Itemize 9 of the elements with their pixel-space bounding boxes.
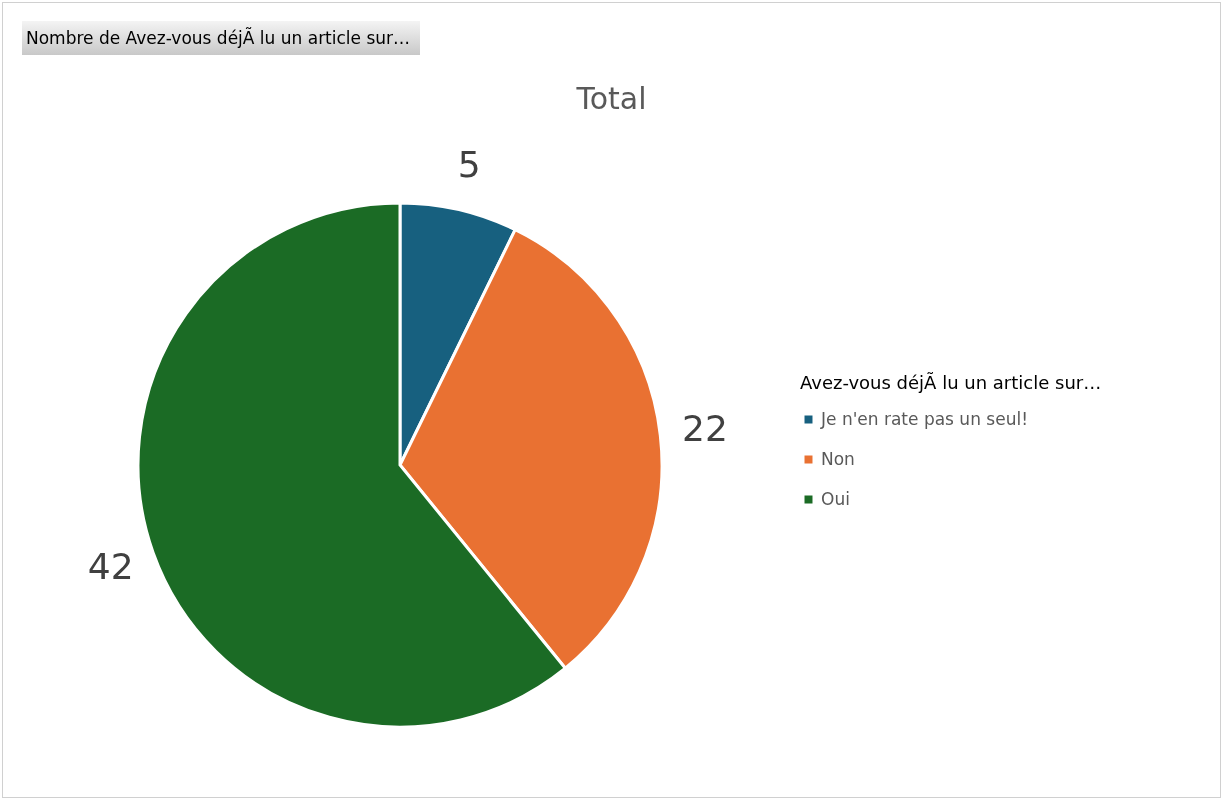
data-label: 42 [87,545,134,587]
text: Nombre de Avez-vous déjÃ lu un article sur… [22,21,421,55]
legend-label: Oui [821,488,850,509]
data-label: 22 [682,408,728,450]
legend-label: Je n'en rate pas un seul! [820,408,1028,429]
chart-title: Total [575,81,647,116]
legend-title: Avez-vous déjÃ lu un article sur… [800,372,1102,393]
data-label: 5 [457,143,481,185]
legend-label: Non [821,448,855,469]
